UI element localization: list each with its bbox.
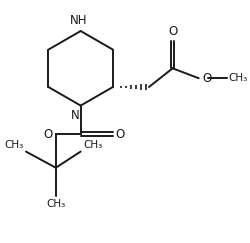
Text: N: N — [71, 109, 80, 122]
Text: O: O — [168, 25, 177, 38]
Text: O: O — [44, 128, 53, 141]
Text: CH₃: CH₃ — [4, 140, 24, 150]
Text: O: O — [202, 72, 211, 85]
Text: CH₃: CH₃ — [46, 199, 66, 209]
Text: O: O — [116, 128, 125, 141]
Text: NH: NH — [70, 14, 87, 27]
Text: CH₃: CH₃ — [228, 73, 248, 83]
Text: CH₃: CH₃ — [83, 140, 102, 150]
